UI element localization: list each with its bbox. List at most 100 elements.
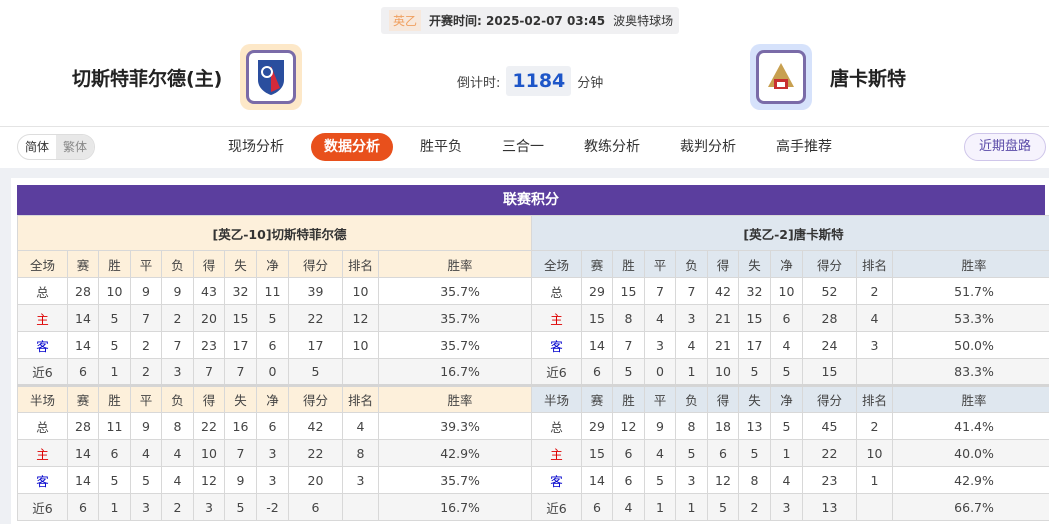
cell: 29 [581,277,613,305]
row-label: 客 [17,466,68,494]
cell: 7 [224,358,257,386]
cell: 12 [612,412,645,440]
kickoff-label: 开赛时间: [429,14,482,28]
column-header: 胜 [98,250,131,278]
cell: 23 [193,331,225,359]
kickoff-time: 2025-02-07 03:45 [486,14,606,28]
team-title: [英乙-10]切斯特菲尔德 [16,215,543,251]
cell: 35.7% [377,331,543,359]
away-team-logo[interactable] [750,44,812,110]
cell: 5 [738,439,771,467]
tab-three-in-one[interactable]: 三合一 [502,139,544,155]
cell: -2 [256,493,289,521]
cell: 5 [644,466,676,494]
row-label: 总 [17,277,68,305]
cell: 5 [98,304,131,332]
countdown-label: 倒计时: [457,75,501,91]
recent-odds-button[interactable]: 近期盘路 [964,133,1046,161]
cell: 52 [802,277,857,305]
cell: 3 [644,331,676,359]
home-team-name[interactable]: 切斯特菲尔德(主) [72,67,223,90]
cell: 66.7% [891,493,1049,521]
cell: 11 [256,277,289,305]
cell: 6 [581,493,613,521]
cell: 8 [342,439,379,467]
column-header: 平 [644,250,676,278]
cell: 16 [224,412,257,440]
cell: 2 [161,493,194,521]
column-header: 得分 [802,250,857,278]
table-row: 主 14 6 4 4 10 7 3 22 8 42.9% [17,439,543,467]
tab-live-analysis[interactable]: 现场分析 [228,139,284,155]
cell: 1 [675,358,708,386]
cell: 8 [675,412,708,440]
tab-referee-analysis[interactable]: 裁判分析 [680,139,736,155]
cell: 9 [130,412,162,440]
column-header: 得 [193,384,225,413]
cell: 10 [707,358,739,386]
cell [342,493,379,521]
column-header: 失 [738,384,771,413]
row-label: 主 [531,304,582,332]
table-row: 主 14 5 7 2 20 15 5 22 12 35.7% [17,304,543,332]
cell: 10 [342,331,379,359]
cell: 8 [738,466,771,494]
simplified-button[interactable]: 简体 [25,140,50,154]
cell: 2 [130,358,162,386]
tab-expert-picks[interactable]: 高手推荐 [776,139,832,155]
cell: 0 [256,358,289,386]
cell: 5 [738,358,771,386]
cell: 4 [770,466,803,494]
venue: 波奥特球场 [613,14,674,28]
cell: 14 [581,466,613,494]
cell: 2 [130,331,162,359]
tab-coach-analysis[interactable]: 教练分析 [584,139,640,155]
period-label: 全场 [17,250,68,278]
column-header: 负 [675,384,708,413]
cell: 40.0% [891,439,1049,467]
row-label: 客 [531,466,582,494]
table-row: 客 14 7 3 4 21 17 4 24 3 50.0% [531,331,1049,359]
cell: 5 [98,466,131,494]
language-switch: 简体 繁体 [17,134,96,160]
cell: 4 [161,439,194,467]
cell: 32 [738,277,771,305]
column-header: 平 [130,250,162,278]
cell: 29 [581,412,613,440]
traditional-button[interactable]: 繁体 [56,135,95,159]
cell: 0 [644,358,676,386]
cell: 5 [130,466,162,494]
cell: 3 [342,466,379,494]
section-title: 联赛积分 [17,185,1045,215]
cell: 8 [612,304,645,332]
cell: 3 [130,493,162,521]
away-team: 唐卡斯特 [750,44,906,110]
column-header: 胜率 [377,384,543,413]
cell: 6 [707,439,739,467]
cell: 42 [707,277,739,305]
header-row: 全场赛胜平负得失净得分 排名 胜率 [531,250,1049,278]
tab-data-analysis[interactable]: 数据分析 [311,133,393,161]
column-header: 负 [161,384,194,413]
cell: 16.7% [377,358,543,386]
team-title: [英乙-2]唐卡斯特 [530,215,1049,251]
cell: 18 [707,412,739,440]
tab-win-draw-loss[interactable]: 胜平负 [420,139,462,155]
period-label: 半场 [17,384,68,413]
cell: 22 [193,412,225,440]
cell: 11 [98,412,131,440]
cell: 4 [770,331,803,359]
row-label: 主 [17,439,68,467]
column-header: 排名 [342,250,379,278]
cell: 17 [288,331,343,359]
column-header: 负 [675,250,708,278]
cell: 5 [256,304,289,332]
cell: 7 [224,439,257,467]
column-header: 胜率 [891,250,1049,278]
home-team-logo[interactable] [240,44,303,110]
away-team-name[interactable]: 唐卡斯特 [830,67,907,90]
countdown-value: 1184 [506,66,572,96]
league-badge[interactable]: 英乙 [389,10,422,31]
period-label: 半场 [531,384,582,413]
cell: 1 [644,493,676,521]
